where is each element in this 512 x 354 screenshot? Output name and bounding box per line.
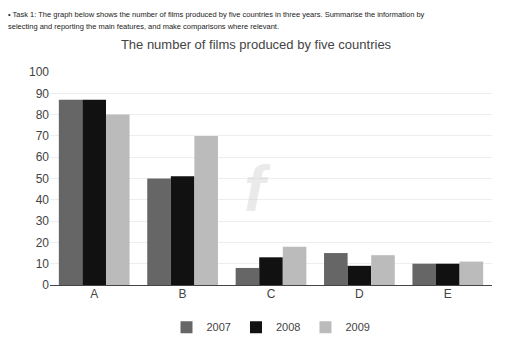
svg-text:20: 20 [36, 236, 50, 250]
svg-text:70: 70 [36, 129, 50, 143]
svg-text:2009: 2009 [345, 321, 369, 333]
svg-text:f: f [244, 153, 271, 225]
svg-text:50: 50 [36, 172, 50, 186]
svg-text:2007: 2007 [207, 321, 231, 333]
svg-text:40: 40 [36, 193, 50, 207]
svg-text:D: D [355, 287, 364, 301]
svg-text:selecting and reporting the ma: selecting and reporting the main feature… [8, 22, 279, 31]
svg-text:10: 10 [36, 257, 50, 271]
svg-text:60: 60 [36, 150, 50, 164]
svg-text:B: B [179, 287, 187, 301]
svg-text:30: 30 [36, 214, 50, 228]
svg-text:The number of films produced b: The number of films produced by five cou… [121, 37, 392, 52]
svg-text:C: C [267, 287, 276, 301]
svg-text:• Task 1: The graph below show: • Task 1: The graph below shows the numb… [8, 10, 425, 19]
svg-text:2008: 2008 [276, 321, 300, 333]
svg-text:E: E [444, 287, 452, 301]
svg-text:A: A [90, 287, 98, 301]
svg-text:100: 100 [29, 65, 49, 79]
svg-text:80: 80 [36, 108, 50, 122]
svg-text:90: 90 [36, 87, 50, 101]
svg-text:0: 0 [42, 278, 49, 292]
